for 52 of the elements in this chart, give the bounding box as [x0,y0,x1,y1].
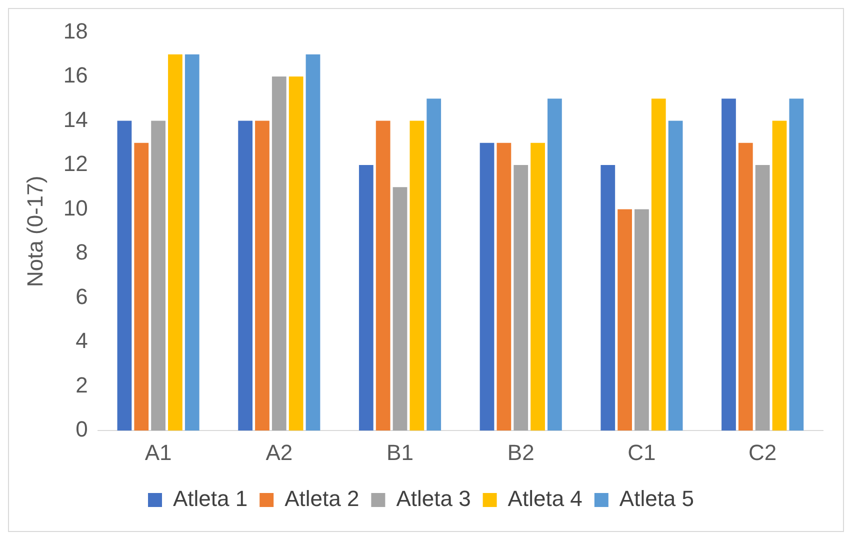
x-tick-label: B1 [386,440,414,465]
bar [358,165,374,431]
y-tick-label: 6 [76,284,88,309]
x-tick-label: C2 [748,440,777,465]
y-tick-label: 8 [76,240,88,265]
bar [117,120,132,431]
y-tick-label: 14 [63,106,88,132]
bar [738,142,753,431]
bar [134,142,149,431]
bar [600,165,616,431]
bar [480,142,494,431]
y-tick-label: 18 [63,18,88,44]
legend-label: Atleta 3 [396,486,471,512]
y-tick-label: 4 [76,328,88,354]
bar [772,120,787,431]
y-tick-label: 16 [63,62,88,88]
bar [789,98,804,431]
bar [755,165,770,431]
bar [392,187,408,431]
x-tick-label: A1 [144,440,172,465]
legend-label: Atleta 5 [619,486,694,512]
bar [668,120,683,431]
bar [722,98,736,431]
bar [184,54,200,431]
y-tick-label: 10 [63,195,88,220]
x-tick-label: B2 [507,440,534,465]
bar [288,76,304,431]
bar [530,142,545,431]
y-tick-label: 2 [76,372,88,398]
bar [306,54,320,431]
bar [651,98,666,431]
bar [255,120,270,431]
legend-label: Atleta 1 [172,486,248,512]
bar [618,209,632,431]
y-tick-label: 0 [76,416,88,442]
bar [496,142,512,431]
bar [376,120,390,431]
legend-label: Atleta 4 [508,486,582,512]
x-tick-label: C1 [628,440,656,465]
bar [168,54,182,431]
y-axis-title: Nota (0-17) [22,176,48,288]
bar [410,120,424,431]
bar [272,76,286,431]
bar [548,98,562,431]
bar [514,165,528,431]
y-tick-label: 12 [63,151,88,176]
bar [634,209,649,431]
bar [426,98,442,431]
bar [151,120,166,431]
legend-label: Atleta 2 [284,486,360,512]
x-tick-label: A2 [266,440,293,465]
bar [238,120,253,431]
